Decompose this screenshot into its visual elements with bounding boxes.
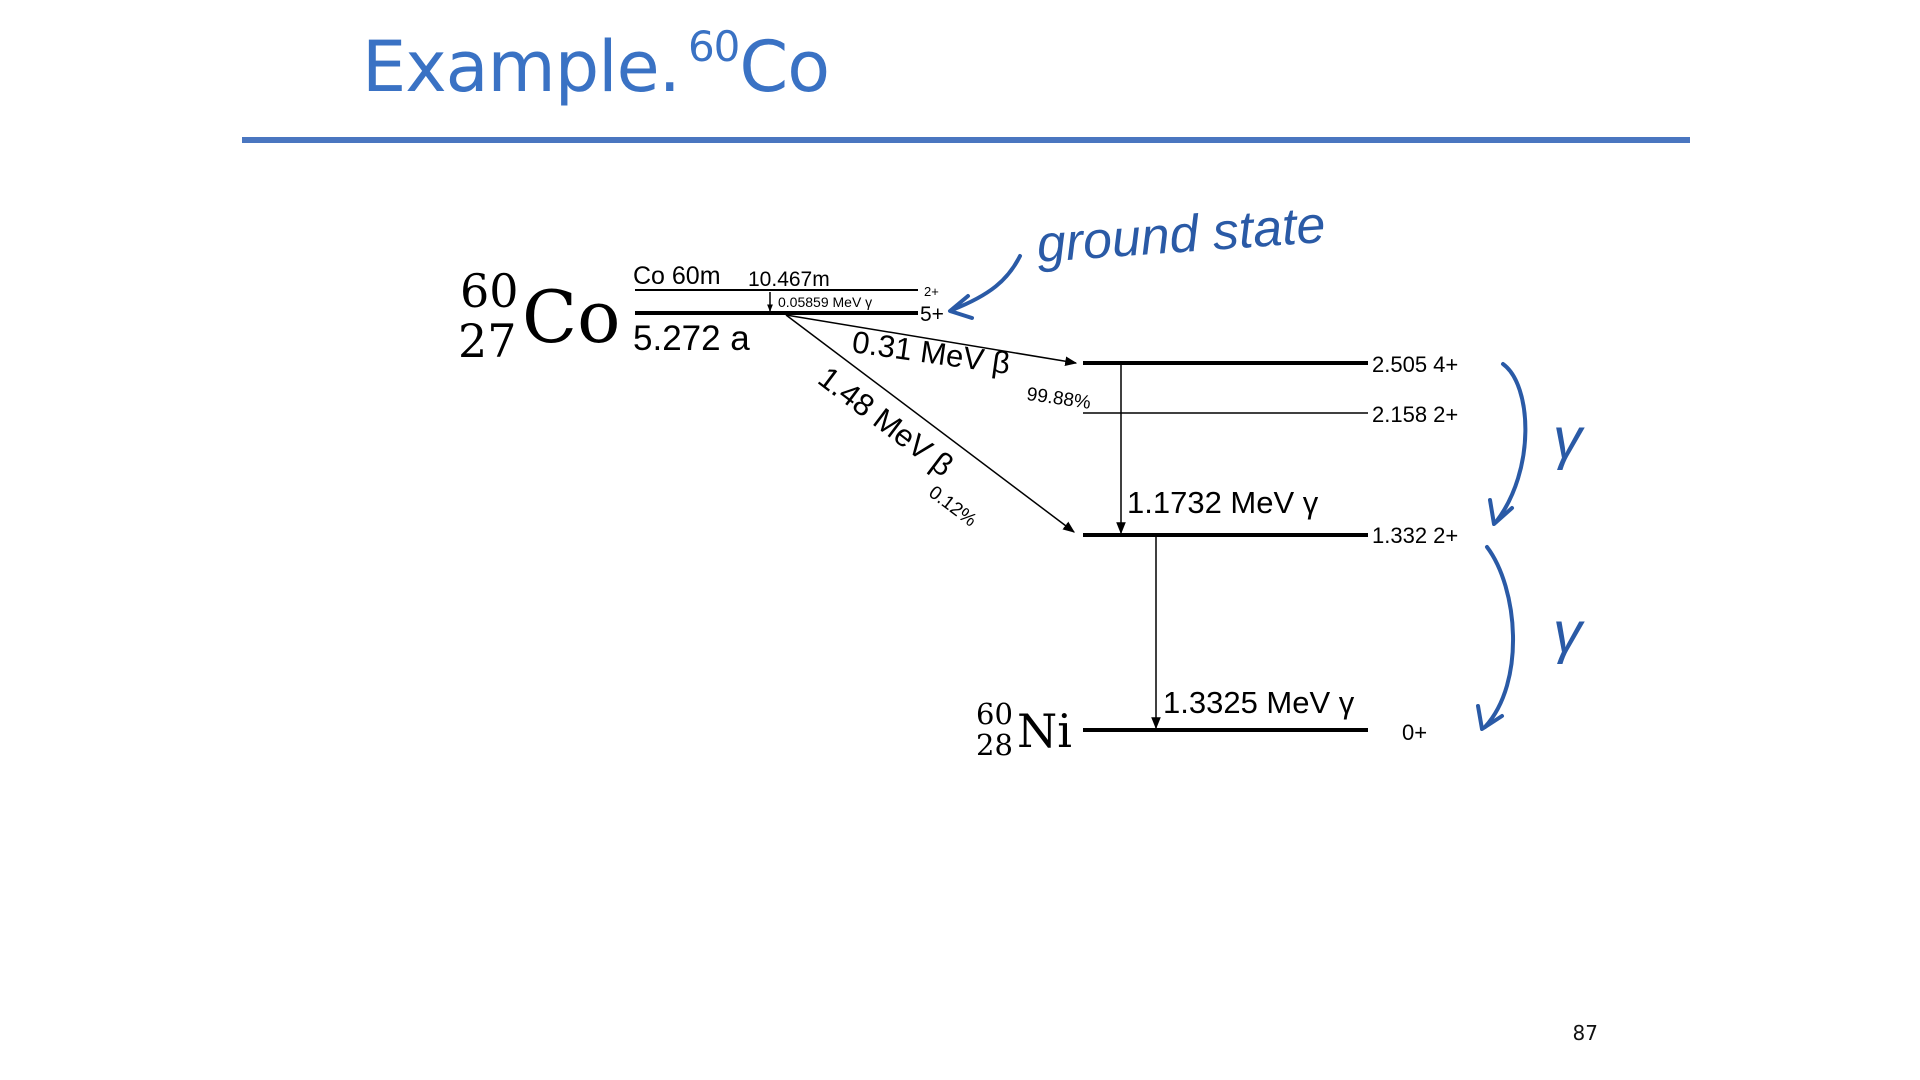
daughter-symbol: Ni <box>1017 704 1072 758</box>
daughter-atomic-number: 28 <box>976 728 1013 762</box>
level-2505-label: 2.505 4+ <box>1372 352 1458 377</box>
beta-1-energy: 0.31 MeV β <box>850 324 1012 381</box>
level-2158-label: 2.158 2+ <box>1372 402 1458 427</box>
ground-spin: 5+ <box>920 303 944 326</box>
gamma-mark-2: γ <box>1553 600 1585 665</box>
ground-state-note: ground state <box>1035 196 1327 274</box>
page-number: 87 <box>1572 1021 1598 1045</box>
gamma-bracket-2-head <box>1476 704 1504 731</box>
daughter-mass-number: 60 <box>976 697 1013 731</box>
it-transition-label: 0.05859 MeV γ <box>778 294 872 310</box>
slide-title: Example. 60Co <box>362 22 830 108</box>
level-ground-label: 0+ <box>1402 720 1427 745</box>
level-1332-label: 1.332 2+ <box>1372 523 1458 548</box>
beta-arrow-1 <box>785 314 1078 366</box>
beta-2-branch: 0.12% <box>925 482 981 531</box>
gamma-bracket-2 <box>1483 545 1516 729</box>
parent-mass-number: 60 <box>460 264 519 318</box>
gamma-mark-1: γ <box>1553 406 1585 471</box>
title-divider <box>242 137 1690 143</box>
gamma-1-label: 1.1732 MeV γ <box>1127 485 1319 520</box>
ground-state-arrow <box>950 254 1022 312</box>
gamma-bracket-1 <box>1494 362 1528 524</box>
metastable-spin: 2+ <box>924 284 939 299</box>
title-element: Co <box>739 26 830 108</box>
parent-symbol: Co <box>522 275 620 359</box>
beta-arrow-2 <box>785 314 1075 533</box>
gamma-bracket-1-head <box>1488 498 1514 526</box>
metastable-halflife: 10.467m <box>748 268 830 291</box>
title-text: Example. <box>362 26 681 108</box>
title-superscript: 60 <box>687 22 740 71</box>
metastable-label: Co 60m <box>633 262 721 290</box>
gamma-2-label: 1.3325 MeV γ <box>1163 685 1355 720</box>
beta-2-energy: 1.48 MeV β <box>812 360 960 484</box>
ground-halflife: 5.272 a <box>633 319 750 358</box>
ground-state-arrow-head <box>948 294 974 320</box>
parent-atomic-number: 27 <box>458 314 517 368</box>
handwritten-annotations: ground state γ γ <box>948 196 1585 731</box>
beta-1-branch: 99.88% <box>1025 384 1092 414</box>
